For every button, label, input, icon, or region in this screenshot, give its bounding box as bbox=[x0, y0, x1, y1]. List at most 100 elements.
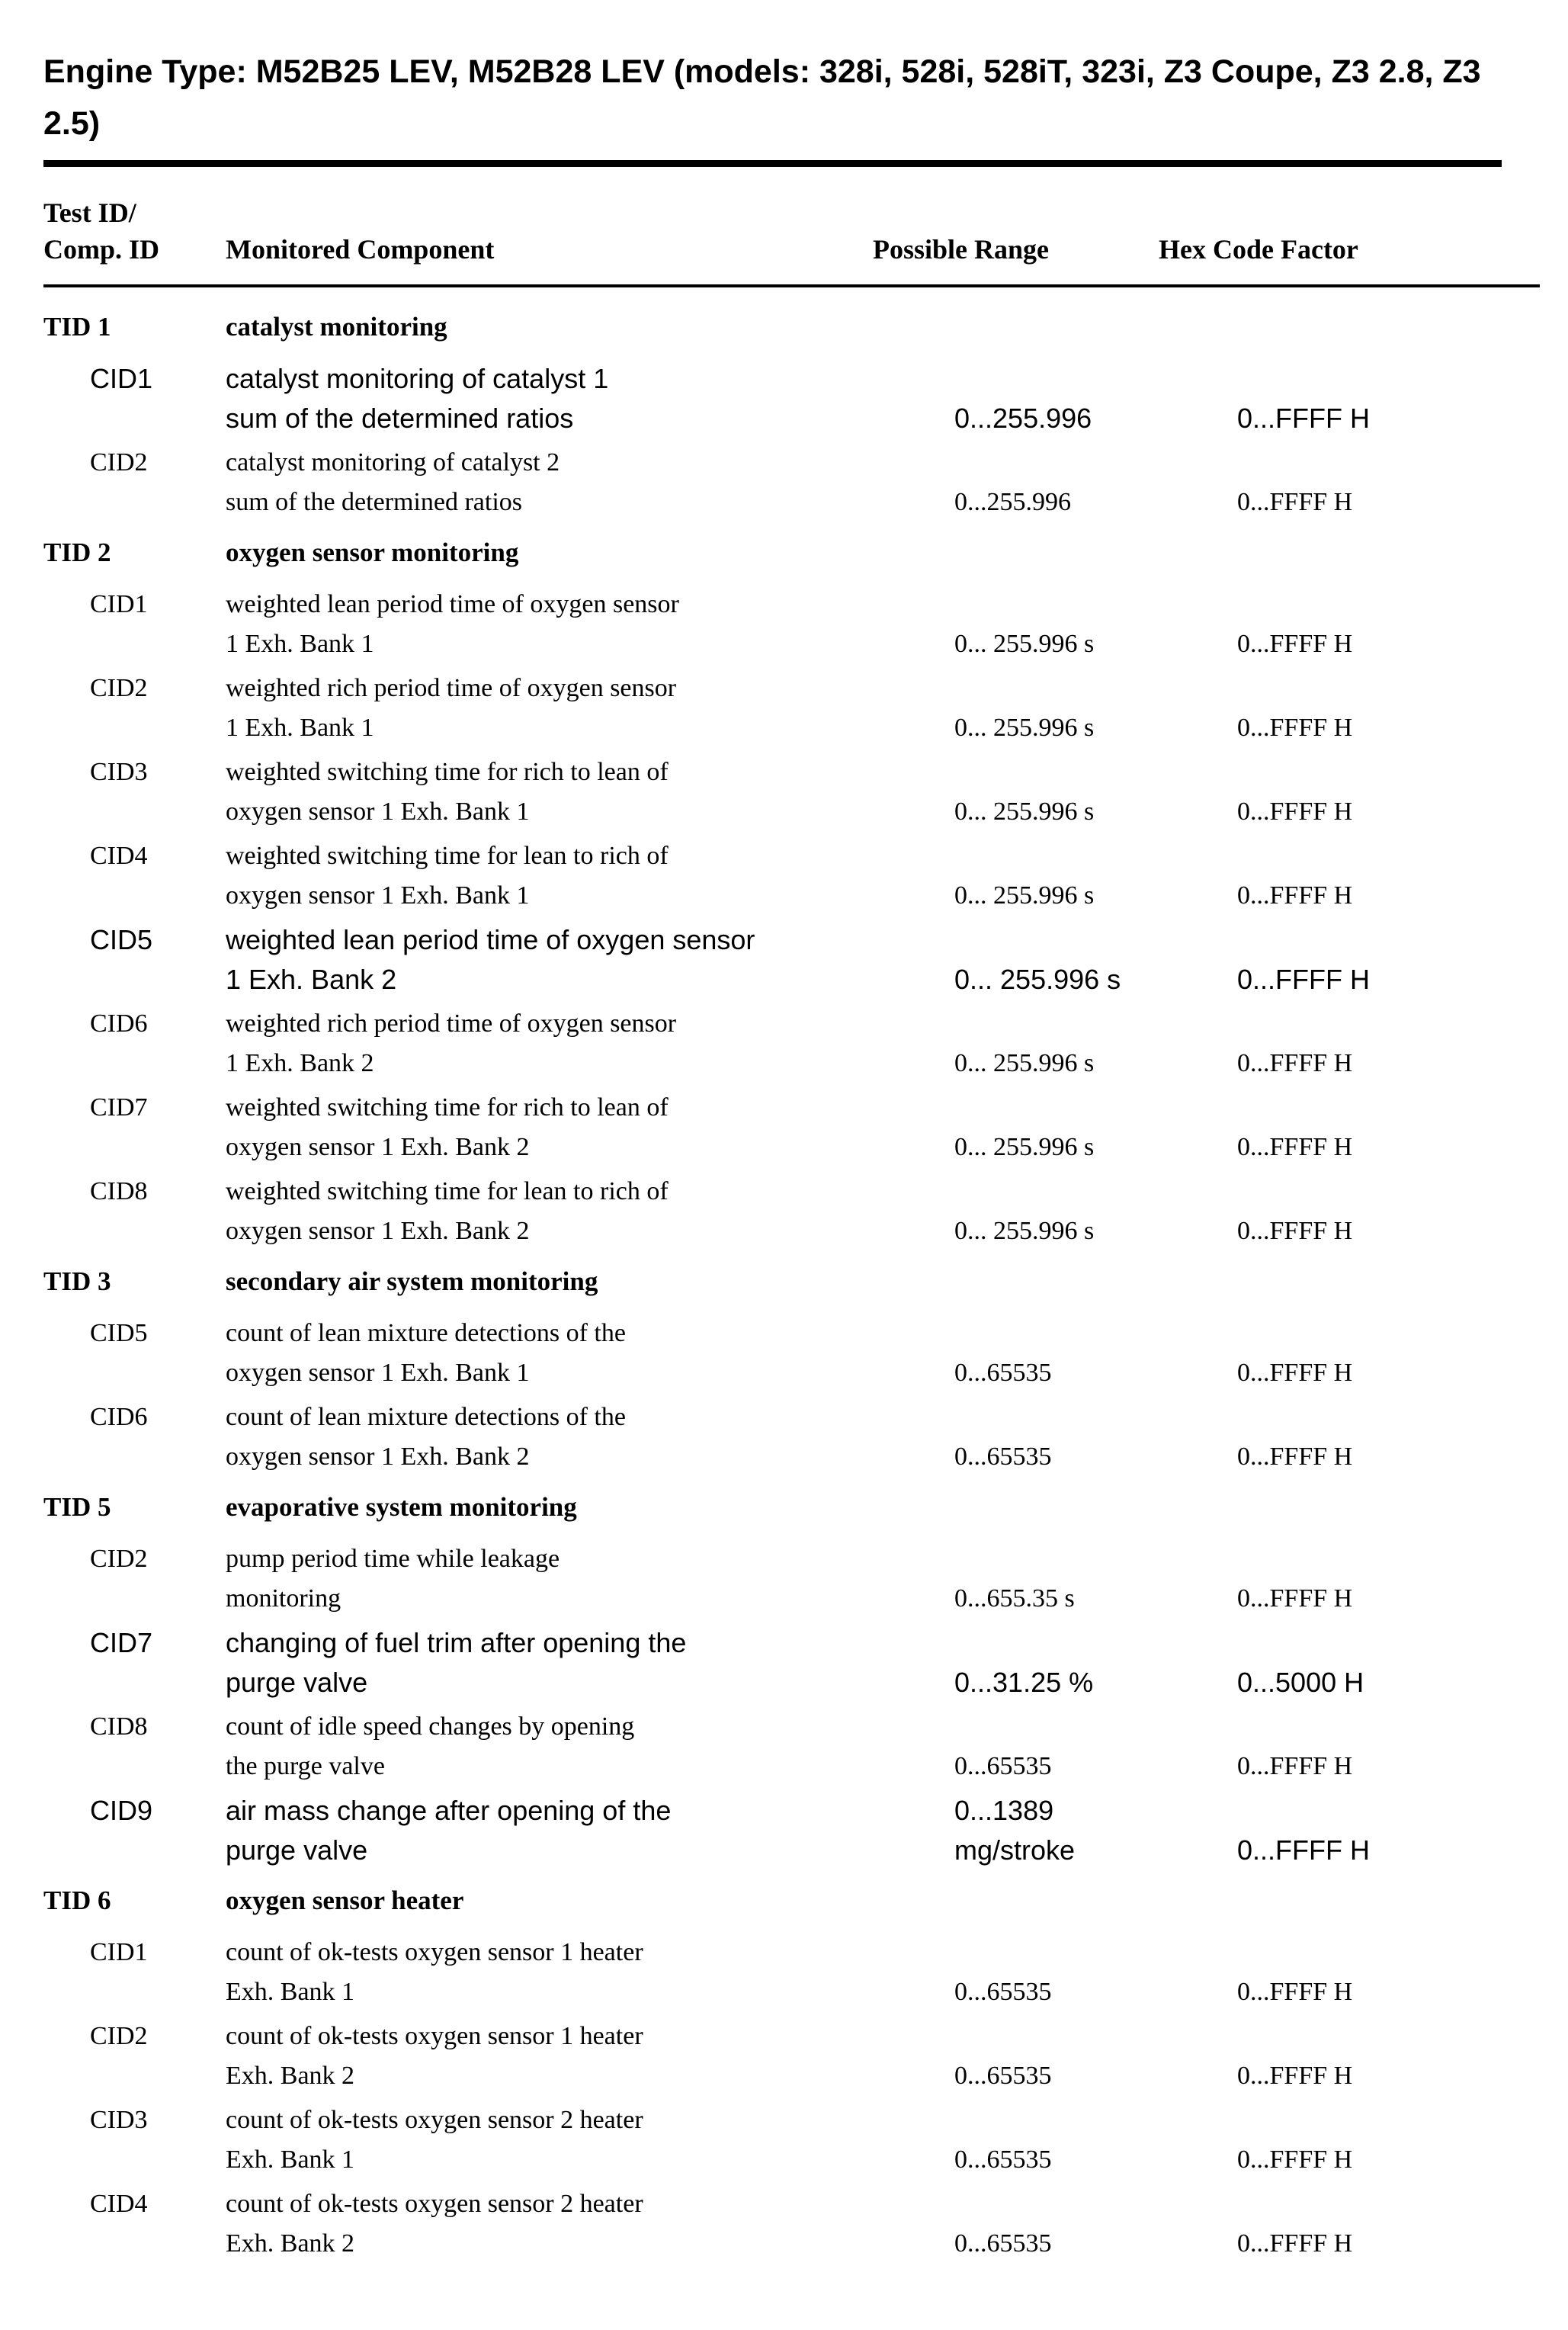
hex-code-value: 0...FFFF H bbox=[1237, 1584, 1353, 1613]
cid-row: CID6 count of lean mixture detections of … bbox=[43, 1398, 1568, 1477]
cid-label: CID2 bbox=[90, 1545, 148, 1573]
possible-range-value: 0... 255.996 s bbox=[954, 1217, 1095, 1245]
hex-code-value: 0...FFFF H bbox=[1237, 964, 1370, 995]
component-cell: catalyst monitoring of catalyst 2 sum of … bbox=[226, 443, 873, 522]
component-line-1: count of ok-tests oxygen sensor 1 heater bbox=[226, 1938, 643, 1966]
hex-code-value: 0...FFFF H bbox=[1237, 2145, 1353, 2174]
cid-row: CID2 count of ok-tests oxygen sensor 1 he… bbox=[43, 2017, 1568, 2096]
cid-row: CID5 count of lean mixture detections of … bbox=[43, 1314, 1568, 1393]
component-line-1: count of ok-tests oxygen sensor 2 heater bbox=[226, 2190, 643, 2218]
component-cell: pump period time while leakage monitoring bbox=[226, 1539, 873, 1619]
tid-name: catalyst monitoring bbox=[226, 312, 447, 342]
component-line-2: 1 Exh. Bank 1 bbox=[226, 714, 374, 742]
cid-label: CID1 bbox=[90, 1938, 148, 1966]
hex-code-value: 0...FFFF H bbox=[1237, 881, 1353, 910]
component-cell: weighted switching time for lean to rich… bbox=[226, 836, 873, 916]
hex-code-value: 0...FFFF H bbox=[1237, 714, 1353, 742]
component-line-1: catalyst monitoring of catalyst 2 bbox=[226, 448, 560, 477]
cid-label: CID7 bbox=[90, 1093, 148, 1122]
component-line-1: count of lean mixture detections of the bbox=[226, 1319, 626, 1347]
tid-name: oxygen sensor heater bbox=[226, 1886, 464, 1915]
cid-label: CID2 bbox=[90, 2022, 148, 2050]
cid-label: CID2 bbox=[90, 448, 148, 477]
component-line-1: weighted lean period time of oxygen sens… bbox=[226, 924, 755, 955]
component-line-1: count of idle speed changes by opening bbox=[226, 1712, 635, 1741]
hex-code-value: 0...FFFF H bbox=[1237, 1752, 1353, 1780]
possible-range-value: 0...31.25 % bbox=[954, 1667, 1094, 1698]
component-line-2: oxygen sensor 1 Exh. Bank 2 bbox=[226, 1217, 530, 1245]
tid-label: TID 6 bbox=[43, 1886, 111, 1915]
component-cell: count of ok-tests oxygen sensor 2 heater… bbox=[226, 2184, 873, 2264]
component-cell: changing of fuel trim after opening the p… bbox=[226, 1623, 873, 1703]
cid-label: CID4 bbox=[90, 842, 148, 870]
document-page: Engine Type: M52B25 LEV, M52B28 LEV (mod… bbox=[43, 53, 1568, 2264]
page-title: Engine Type: M52B25 LEV, M52B28 LEV (mod… bbox=[43, 53, 1481, 142]
component-line-1: weighted rich period time of oxygen sens… bbox=[226, 1009, 677, 1038]
cid-label: CID8 bbox=[90, 1712, 148, 1741]
header-hex-code-factor: Hex Code Factor bbox=[1159, 234, 1358, 265]
cid-row: CID1 count of ok-tests oxygen sensor 1 he… bbox=[43, 1933, 1568, 2012]
cid-row: CID4 count of ok-tests oxygen sensor 2 he… bbox=[43, 2184, 1568, 2264]
hex-code-value: 0...FFFF H bbox=[1237, 1359, 1353, 1387]
tid-name: evaporative system monitoring bbox=[226, 1492, 577, 1522]
component-cell: count of ok-tests oxygen sensor 1 heater… bbox=[226, 2017, 873, 2096]
component-cell: weighted switching time for rich to lean… bbox=[226, 753, 873, 832]
component-cell: count of idle speed changes by opening th… bbox=[226, 1707, 873, 1786]
possible-range-value: 0... 255.996 s bbox=[954, 964, 1121, 995]
tid-row: TID 1 catalyst monitoring bbox=[43, 307, 1568, 347]
component-line-2: oxygen sensor 1 Exh. Bank 2 bbox=[226, 1133, 530, 1161]
cid-row: CID4 weighted switching time for lean to … bbox=[43, 836, 1568, 916]
component-line-2: 1 Exh. Bank 2 bbox=[226, 1049, 374, 1077]
cid-label: CID7 bbox=[90, 1627, 153, 1658]
tid-label: TID 2 bbox=[43, 538, 111, 567]
component-line-2: purge valve bbox=[226, 1834, 368, 1866]
possible-range-value: 0...255.996 bbox=[954, 488, 1071, 516]
component-line-1: weighted switching time for rich to lean… bbox=[226, 1093, 669, 1122]
possible-range-value: 0... 255.996 s bbox=[954, 881, 1095, 910]
cid-row: CID6 weighted rich period time of oxygen … bbox=[43, 1004, 1568, 1083]
cid-row: CID1 weighted lean period time of oxygen … bbox=[43, 585, 1568, 664]
possible-range-value: 0...65535 bbox=[954, 2062, 1052, 2090]
component-cell: count of ok-tests oxygen sensor 1 heater… bbox=[226, 1933, 873, 2012]
cid-row: CID7 changing of fuel trim after opening … bbox=[43, 1623, 1568, 1703]
hex-code-value: 0...5000 H bbox=[1237, 1667, 1364, 1698]
component-line-1: weighted rich period time of oxygen sens… bbox=[226, 674, 677, 702]
header-divider-rule bbox=[43, 284, 1540, 287]
possible-range-value: 0... 255.996 s bbox=[954, 798, 1095, 826]
cid-row: CID7 weighted switching time for rich to … bbox=[43, 1088, 1568, 1167]
cid-label: CID6 bbox=[90, 1403, 148, 1431]
cid-label: CID3 bbox=[90, 758, 148, 786]
possible-range-value: 0...1389 mg/stroke bbox=[954, 1795, 1076, 1866]
tid-name: secondary air system monitoring bbox=[226, 1266, 598, 1296]
header-monitored-component: Monitored Component bbox=[226, 234, 495, 265]
component-line-2: oxygen sensor 1 Exh. Bank 2 bbox=[226, 1443, 530, 1471]
component-line-2: purge valve bbox=[226, 1667, 368, 1698]
hex-code-value: 0...FFFF H bbox=[1237, 1049, 1353, 1077]
hex-code-value: 0...FFFF H bbox=[1237, 630, 1353, 658]
cid-row: CID1 catalyst monitoring of catalyst 1 sum… bbox=[43, 359, 1568, 438]
component-cell: count of lean mixture detections of the o… bbox=[226, 1398, 873, 1477]
cid-label: CID1 bbox=[90, 363, 153, 394]
component-line-2: Exh. Bank 2 bbox=[226, 2062, 355, 2090]
possible-range-value: 0... 255.996 s bbox=[954, 1049, 1095, 1077]
header-test-comp-id: Test ID/ Comp. ID bbox=[43, 194, 226, 268]
possible-range-value: 0...65535 bbox=[954, 2229, 1052, 2258]
table-body: TID 1 catalyst monitoring CID1 catalyst mon… bbox=[43, 307, 1568, 2264]
component-line-2: oxygen sensor 1 Exh. Bank 1 bbox=[226, 881, 530, 910]
possible-range-value: 0... 255.996 s bbox=[954, 714, 1095, 742]
hex-code-value: 0...FFFF H bbox=[1237, 1834, 1370, 1866]
possible-range-value: 0... 255.996 s bbox=[954, 630, 1095, 658]
cid-label: CID6 bbox=[90, 1009, 148, 1038]
cid-label: CID5 bbox=[90, 1319, 148, 1347]
possible-range-value: 0...65535 bbox=[954, 1752, 1052, 1780]
cid-row: CID8 count of idle speed changes by openi… bbox=[43, 1707, 1568, 1786]
cid-row: CID8 weighted switching time for lean to … bbox=[43, 1172, 1568, 1251]
component-line-2: 1 Exh. Bank 2 bbox=[226, 964, 397, 995]
component-line-2: oxygen sensor 1 Exh. Bank 1 bbox=[226, 1359, 530, 1387]
component-line-2: Exh. Bank 1 bbox=[226, 2145, 355, 2174]
hex-code-value: 0...FFFF H bbox=[1237, 2229, 1353, 2258]
header-comp-id: Comp. ID bbox=[43, 234, 160, 265]
cid-label: CID4 bbox=[90, 2190, 148, 2218]
component-line-1: count of ok-tests oxygen sensor 1 heater bbox=[226, 2022, 643, 2050]
component-cell: weighted rich period time of oxygen sens… bbox=[226, 669, 873, 748]
